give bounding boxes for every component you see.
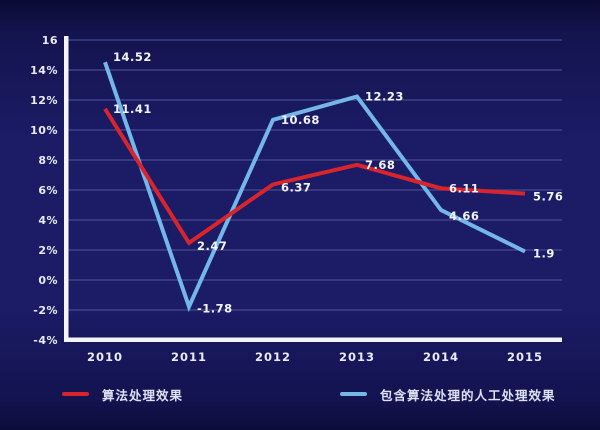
legend-item-algorithm: 算法处理效果 — [62, 384, 183, 404]
series-line-algorithm — [103, 107, 526, 246]
data-label: 5.76 — [533, 190, 563, 204]
x-axis-line — [64, 337, 562, 342]
y-tick-label: 0% — [38, 274, 58, 287]
legend-label-algorithm: 算法处理效果 — [102, 387, 184, 403]
legend-label-manual: 包含算法处理的人工处理效果 — [380, 387, 556, 403]
chart-legend: 算法处理效果 包含算法处理的人工处理效果 — [0, 384, 600, 410]
y-tick-label: -2% — [33, 304, 58, 317]
data-label: 7.68 — [365, 158, 395, 172]
data-label: 2.47 — [197, 239, 227, 253]
data-label: 12.23 — [365, 90, 404, 104]
data-label: 4.66 — [449, 209, 479, 223]
y-tick-label: -4% — [33, 334, 58, 347]
y-tick-label: 6% — [38, 184, 58, 197]
x-tick-label: 2015 — [507, 350, 543, 364]
y-axis-line — [64, 36, 69, 342]
data-label: 1.9 — [533, 247, 555, 261]
y-tick-label: 4% — [38, 214, 58, 227]
data-label: 11.41 — [113, 102, 152, 116]
data-label: 14.52 — [113, 50, 152, 64]
y-tick-label: 2% — [38, 244, 58, 257]
x-tick-label: 2013 — [339, 350, 375, 364]
data-label: 6.37 — [281, 180, 311, 194]
y-tick-label: 8% — [38, 154, 58, 167]
legend-swatch-red-line-icon — [62, 391, 89, 397]
data-label: 10.68 — [281, 113, 320, 127]
data-label: -1.78 — [197, 302, 233, 316]
legend-swatch-blue-line-icon — [340, 391, 367, 397]
series-line-manual — [103, 61, 526, 313]
data-label: 6.11 — [449, 181, 479, 195]
x-tick-label: 2010 — [87, 350, 123, 364]
y-tick-label: 16 — [42, 34, 58, 47]
legend-item-manual: 包含算法处理的人工处理效果 — [340, 384, 556, 404]
y-tick-label: 12% — [30, 94, 58, 107]
y-tick-label: 14% — [30, 64, 58, 77]
x-tick-label: 2011 — [171, 350, 207, 364]
x-tick-label: 2014 — [423, 350, 459, 364]
y-tick-label: 10% — [30, 124, 58, 137]
x-tick-label: 2012 — [255, 350, 291, 364]
